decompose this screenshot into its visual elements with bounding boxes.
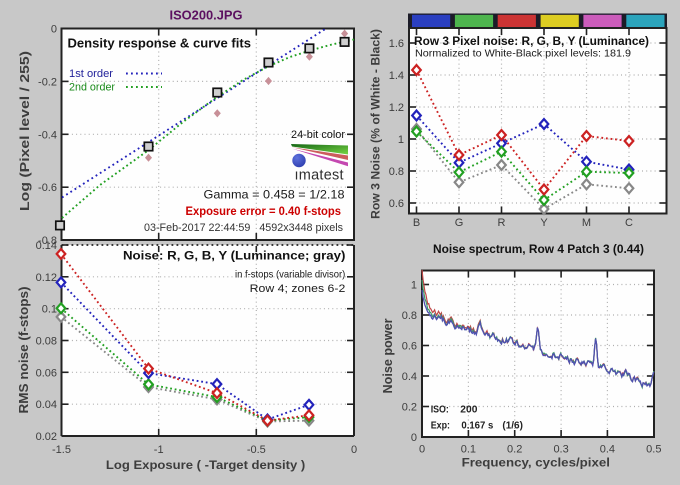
svg-text:Y: Y (540, 217, 548, 229)
svg-text:Log (Pixel level / 255): Log (Pixel level / 255) (17, 51, 32, 211)
svg-text:0.06: 0.06 (36, 367, 57, 379)
svg-text:Exposure error = 0.40 f-stops: Exposure error = 0.40 f-stops (186, 206, 342, 218)
svg-text:(1/6): (1/6) (502, 421, 523, 432)
svg-text:2nd order: 2nd order (69, 82, 115, 94)
svg-text:1.2: 1.2 (389, 102, 404, 114)
svg-text:ımatest: ımatest (295, 168, 344, 184)
svg-text:0.8: 0.8 (402, 310, 417, 322)
svg-text:-0.4: -0.4 (38, 129, 57, 141)
svg-text:0: 0 (419, 444, 425, 456)
svg-text:1: 1 (398, 134, 404, 146)
svg-text:ISO:: ISO: (431, 405, 449, 416)
svg-text:0.5: 0.5 (646, 444, 661, 456)
svg-text:-1.5: -1.5 (52, 444, 71, 456)
svg-text:0: 0 (411, 432, 417, 444)
svg-text:Density response & curve fits: Density response & curve fits (68, 36, 252, 51)
svg-text:Row 3 Pixel noise: R, G, B, Y: Row 3 Pixel noise: R, G, B, Y (Luminance… (414, 36, 649, 48)
svg-text:1: 1 (411, 280, 417, 292)
svg-text:0.1: 0.1 (461, 444, 476, 456)
svg-text:-0.6: -0.6 (38, 182, 57, 194)
svg-text:0.14: 0.14 (36, 240, 57, 252)
svg-text:0.4: 0.4 (402, 371, 417, 383)
svg-text:-0.8: -0.8 (38, 235, 57, 247)
svg-text:0.2: 0.2 (507, 444, 522, 456)
svg-text:-1: -1 (154, 444, 164, 456)
svg-text:03-Feb-2017 22:44:59 4592x34: 03-Feb-2017 22:44:59 4592x3448 pixels (144, 222, 343, 234)
svg-text:R: R (498, 217, 506, 229)
svg-text:0.8: 0.8 (389, 166, 404, 178)
svg-text:M: M (582, 217, 591, 229)
svg-text:0.167 s: 0.167 s (461, 421, 493, 432)
svg-text:C: C (625, 217, 633, 229)
svg-text:ISO200.JPG: ISO200.JPG (170, 9, 243, 23)
svg-text:RMS noise (f-stops): RMS noise (f-stops) (16, 287, 31, 414)
svg-text:0.02: 0.02 (36, 431, 57, 443)
svg-text:-0.2: -0.2 (38, 76, 57, 88)
svg-text:G: G (455, 217, 464, 229)
svg-text:in f-stops (variable divisor): in f-stops (variable divisor) (235, 269, 345, 281)
svg-text:1.4: 1.4 (389, 70, 404, 82)
svg-text:Frequency, cycles/pixel: Frequency, cycles/pixel (462, 456, 610, 470)
svg-text:B: B (413, 217, 420, 229)
svg-text:-0.5: -0.5 (247, 444, 266, 456)
svg-text:Noise: R, G, B, Y (Luminance;: Noise: R, G, B, Y (Luminance; gray) (123, 249, 345, 263)
svg-text:Normalized to White-Black pixe: Normalized to White-Black pixel levels: … (415, 48, 631, 60)
svg-text:0.08: 0.08 (36, 336, 57, 348)
svg-text:0.1: 0.1 (42, 304, 57, 316)
svg-text:0.4: 0.4 (600, 444, 615, 456)
svg-text:0.12: 0.12 (36, 272, 57, 284)
svg-text:Noise spectrum, Row 4 Patch 3: Noise spectrum, Row 4 Patch 3 (0.44) (433, 244, 644, 256)
svg-text:Noise power: Noise power (381, 318, 395, 393)
svg-text:1st order: 1st order (69, 68, 113, 80)
svg-text:Row 3 Noise (% of White - Blac: Row 3 Noise (% of White - Black) (371, 29, 383, 219)
svg-text:0.6: 0.6 (389, 198, 404, 210)
svg-text:0.04: 0.04 (36, 399, 57, 411)
svg-text:Gamma = 0.458 = 1/2.18: Gamma = 0.458 = 1/2.18 (204, 188, 345, 202)
svg-text:Exp:: Exp: (431, 421, 450, 432)
svg-text:0: 0 (51, 24, 57, 36)
svg-text:200: 200 (460, 405, 478, 416)
svg-text:Row 4; zones 6-2: Row 4; zones 6-2 (250, 283, 346, 295)
svg-text:0: 0 (351, 444, 357, 456)
svg-text:24-bit color: 24-bit color (291, 129, 345, 141)
svg-text:0.2: 0.2 (402, 402, 417, 414)
svg-text:1.6: 1.6 (389, 38, 404, 50)
svg-text:0.6: 0.6 (402, 341, 417, 353)
svg-text:Log Exposure ( -Target density: Log Exposure ( -Target density ) (106, 458, 305, 472)
svg-text:0.3: 0.3 (553, 444, 568, 456)
